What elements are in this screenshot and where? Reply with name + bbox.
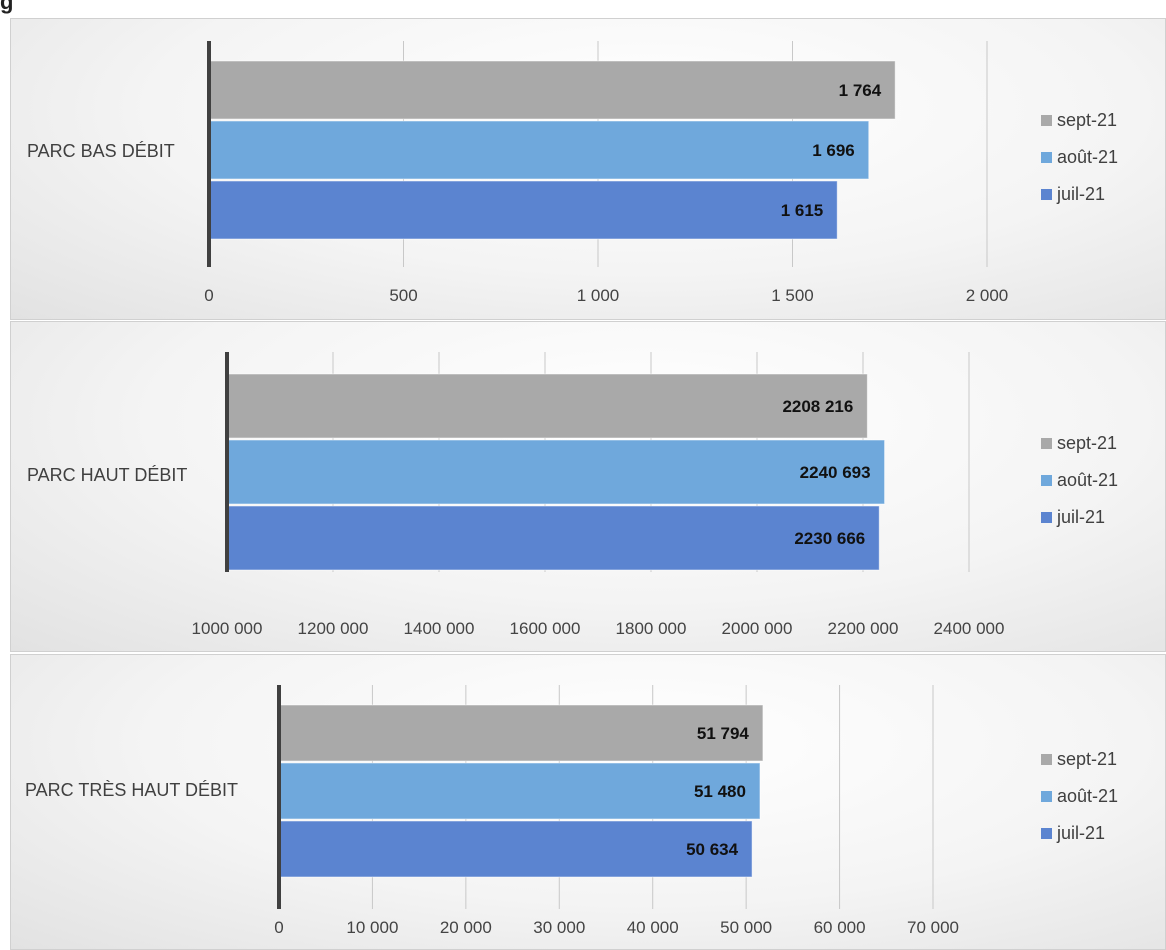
data-label: 2240 693 (800, 463, 871, 482)
category-label: PARC HAUT DÉBIT (27, 465, 188, 485)
bar-juil21 (208, 180, 838, 240)
chart-panel-haut-debit: PARC HAUT DÉBIT 2208 216 2240 693 2230 666… (10, 321, 1166, 652)
data-label: 51 480 (694, 782, 746, 801)
tick-label: 2400 000 (934, 619, 1005, 638)
tick-label: 500 (389, 286, 417, 305)
chart-panel-tres-haut-debit: PARC TRÈS HAUT DÉBIT 51 794 51 480 50 634 0… (10, 654, 1166, 950)
legend-text: juil-21 (1057, 183, 1106, 204)
tick-label: 30 000 (533, 918, 585, 937)
data-label: 50 634 (686, 840, 739, 859)
chart-legend: sept-21 août-21 juil-21 (1041, 747, 1147, 845)
data-label: 1 696 (812, 141, 855, 160)
tick-label: 1200 000 (298, 619, 369, 638)
legend-item-juil: juil-21 (1041, 505, 1147, 529)
legend-swatch-aout (1041, 151, 1052, 163)
bar-aot21 (226, 439, 886, 505)
bar-aot21 (278, 762, 761, 820)
chart-legend: sept-21 août-21 juil-21 (1041, 108, 1147, 206)
tick-label: 50 000 (720, 918, 772, 937)
data-label: 1 764 (839, 81, 882, 100)
tick-label: 1400 000 (404, 619, 475, 638)
data-label: 2208 216 (782, 397, 853, 416)
chart-plot-haut-debit: 2208 216 2240 693 2230 666 1000 000 1200 000… (192, 352, 1005, 638)
bar-sept21 (278, 704, 764, 762)
legend-item-sept: sept-21 (1041, 431, 1147, 455)
tick-label: 40 000 (627, 918, 679, 937)
legend-text: août-21 (1057, 469, 1119, 490)
legend-text: sept-21 (1057, 432, 1118, 453)
bar-sept21 (226, 373, 868, 439)
chart-plot-bas-debit: 1 764 1 696 1 615 0 500 1 000 1 500 2 000 (204, 41, 1009, 305)
legend-text: juil-21 (1057, 506, 1106, 527)
chart-panel-bas-debit: PARC BAS DÉBIT 1 764 1 696 1 615 0 500 1 000 1… (10, 18, 1166, 320)
legend-swatch-aout (1041, 474, 1052, 486)
chart-legend: sept-21 août-21 juil-21 (1041, 431, 1147, 529)
legend-swatch-aout (1041, 790, 1052, 802)
legend-text: sept-21 (1057, 748, 1118, 769)
legend-text: août-21 (1057, 785, 1119, 806)
legend-swatch-juil (1041, 188, 1052, 200)
tick-label: 20 000 (440, 918, 492, 937)
bar-aot21 (208, 120, 870, 180)
data-label: 51 794 (697, 724, 750, 743)
tick-label: 0 (274, 918, 283, 937)
bar-juil21 (278, 820, 753, 878)
category-label: PARC TRÈS HAUT DÉBIT (25, 780, 239, 800)
legend-text: sept-21 (1057, 109, 1118, 130)
legend-swatch-sept (1041, 753, 1052, 765)
tick-label: 1 000 (577, 286, 620, 305)
tick-label: 10 000 (346, 918, 398, 937)
tick-label: 1800 000 (616, 619, 687, 638)
legend-swatch-juil (1041, 827, 1052, 839)
figure-caption: g (0, 0, 14, 14)
data-label: 2230 666 (794, 529, 865, 548)
tick-label: 1 500 (771, 286, 814, 305)
legend-text: juil-21 (1057, 822, 1106, 843)
caption-strip: g (0, 0, 1166, 18)
tick-label: 60 000 (814, 918, 866, 937)
bar-juil21 (226, 505, 880, 571)
data-label: 1 615 (781, 201, 824, 220)
tick-label: 2000 000 (722, 619, 793, 638)
legend-item-sept: sept-21 (1041, 108, 1147, 132)
legend-text: août-21 (1057, 146, 1119, 167)
legend-swatch-sept (1041, 114, 1052, 126)
category-label: PARC BAS DÉBIT (27, 141, 175, 161)
legend-item-juil: juil-21 (1041, 182, 1147, 206)
tick-label: 70 000 (907, 918, 959, 937)
legend-swatch-juil (1041, 511, 1052, 523)
legend-item-aout: août-21 (1041, 468, 1147, 492)
tick-label: 2 000 (966, 286, 1009, 305)
legend-item-sept: sept-21 (1041, 747, 1147, 771)
tick-label: 2200 000 (828, 619, 899, 638)
bar-sept21 (208, 60, 896, 120)
chart-plot-tres-haut-debit: 51 794 51 480 50 634 0 10 000 20 000 30 000 40 … (274, 685, 959, 937)
tick-label: 1600 000 (510, 619, 581, 638)
tick-label: 0 (204, 286, 213, 305)
legend-item-juil: juil-21 (1041, 821, 1147, 845)
legend-item-aout: août-21 (1041, 784, 1147, 808)
tick-label: 1000 000 (192, 619, 263, 638)
legend-item-aout: août-21 (1041, 145, 1147, 169)
legend-swatch-sept (1041, 437, 1052, 449)
